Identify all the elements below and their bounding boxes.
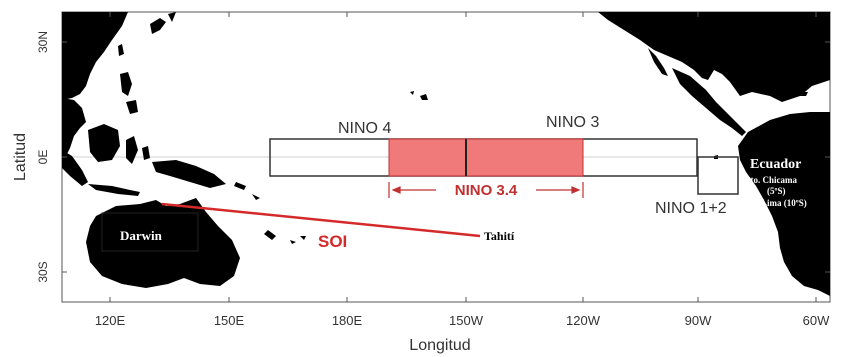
x-axis-label: Longitud xyxy=(409,337,470,354)
nino12-region xyxy=(697,156,739,195)
philippines-islands xyxy=(120,72,138,114)
tahiti-label: Tahití xyxy=(484,229,515,243)
java-island xyxy=(88,184,140,196)
x-tick-90w: 90W xyxy=(685,313,712,328)
x-tick-120e: 120E xyxy=(95,313,126,328)
y-tick-0e: 0E xyxy=(36,150,50,165)
asia-landmass xyxy=(62,12,128,100)
nino34-arrow xyxy=(388,182,584,198)
y-axis-label: Latitud xyxy=(12,133,29,181)
pto-chicama-dot xyxy=(739,177,743,181)
x-tick-120w: 120W xyxy=(566,313,601,328)
nino34-region xyxy=(388,138,584,177)
borneo-island xyxy=(88,124,120,162)
darwin-label: Darwin xyxy=(120,228,163,243)
nino3-label: NINO 3 xyxy=(546,114,599,131)
central-america-landmass xyxy=(672,68,746,136)
soi-line xyxy=(161,202,481,238)
new-guinea-island xyxy=(152,160,226,188)
x-tick-150e: 150E xyxy=(214,313,245,328)
japan-islands xyxy=(150,12,176,34)
darwin-box xyxy=(101,212,199,252)
x-tick-60w: 60W xyxy=(803,313,830,328)
nino12-label: NINO 1+2 xyxy=(655,200,727,217)
land-masses xyxy=(62,12,830,296)
y-axis xyxy=(62,41,830,273)
hawaii-islands xyxy=(410,91,428,100)
y-tick-30n: 30N xyxy=(36,31,50,53)
pto-chicama-lat-label: (5ºS) xyxy=(767,186,785,196)
australia-landmass xyxy=(86,198,240,288)
x-tick-180e: 180E xyxy=(332,313,363,328)
soi-label: SOI xyxy=(318,232,347,251)
baja-peninsula xyxy=(648,48,668,76)
nino4-label: NINO 4 xyxy=(338,120,391,137)
taiwan-island xyxy=(118,44,124,56)
y-tick-30s: 30S xyxy=(36,261,50,282)
x-axis xyxy=(109,12,817,302)
caribbean-islands xyxy=(760,80,808,96)
solomon-islands xyxy=(234,182,260,200)
north-america-landmass xyxy=(598,12,830,102)
ecuador-label: Ecuador xyxy=(750,157,801,172)
nino34-label: NINO 3.4 xyxy=(455,182,518,199)
sumatra-island xyxy=(62,150,88,186)
x-tick-150w: 150W xyxy=(449,313,484,328)
fiji-islands xyxy=(290,236,306,244)
sulawesi-island xyxy=(126,136,150,164)
south-america-landmass xyxy=(738,112,830,296)
pto-chicama-label: Pto. Chicama xyxy=(745,175,797,185)
indochina-landmass xyxy=(62,98,86,160)
new-caledonia-island xyxy=(264,230,276,240)
lima-label: Lima (10ºS) xyxy=(761,198,807,208)
